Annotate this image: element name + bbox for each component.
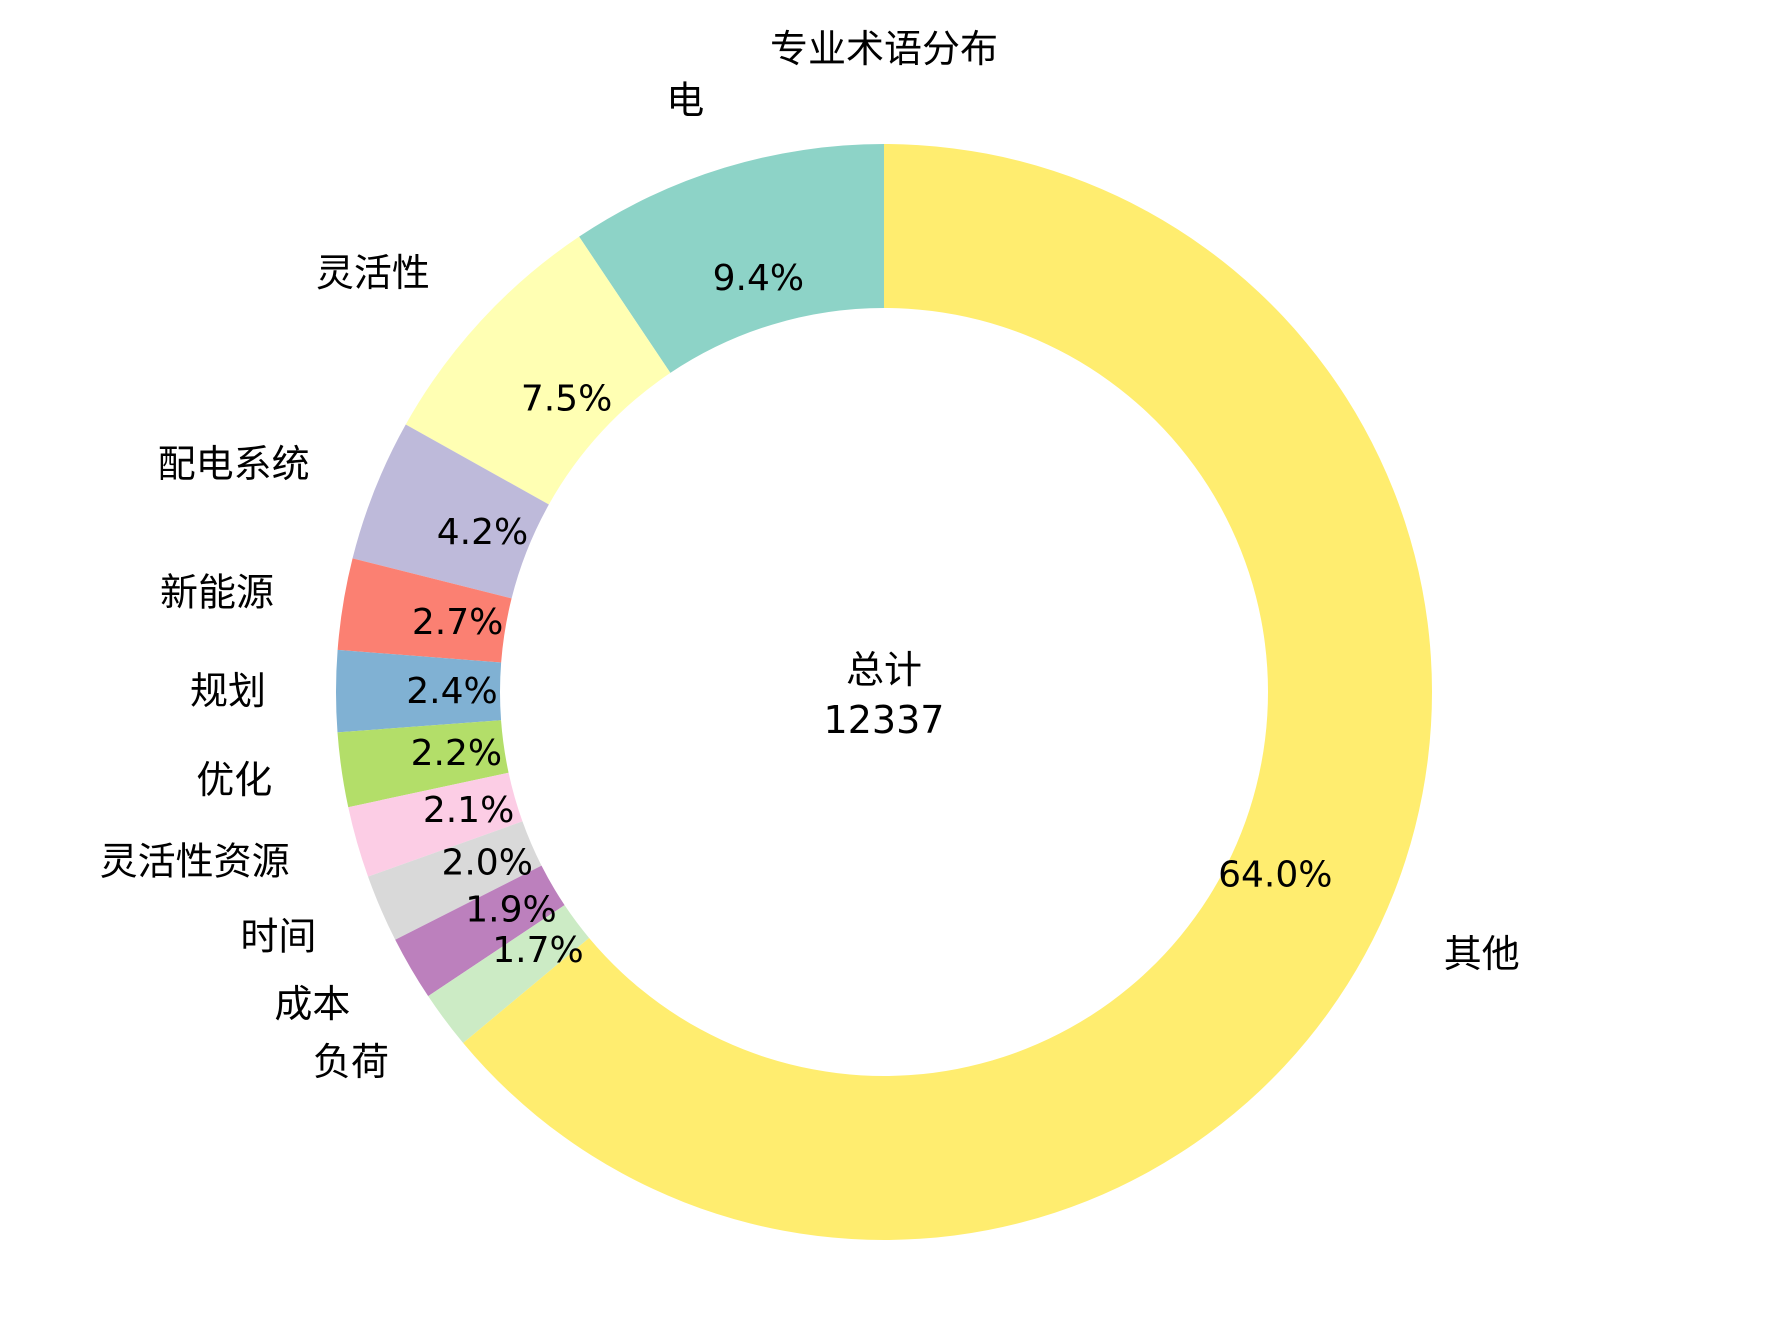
- category-label-8: 成本: [274, 982, 350, 1026]
- center-label: 总计: [846, 648, 922, 692]
- percent-label-4: 2.4%: [406, 671, 497, 712]
- slice-4: [336, 649, 502, 733]
- percent-label-2: 4.2%: [437, 512, 528, 553]
- slice-1: [405, 236, 671, 505]
- percent-label-8: 1.9%: [465, 889, 556, 930]
- percent-label-5: 2.2%: [411, 733, 502, 774]
- category-label-7: 时间: [240, 914, 316, 958]
- slice-5: [337, 720, 509, 808]
- category-label-1: 灵活性: [316, 251, 430, 295]
- slice-9: [428, 905, 590, 1044]
- category-label-10: 其他: [1444, 932, 1520, 976]
- category-label-2: 配电系统: [158, 442, 310, 486]
- chart-title: 专业术语分布: [770, 27, 998, 71]
- percent-label-6: 2.1%: [423, 790, 514, 831]
- slice-10: [463, 144, 1433, 1241]
- category-label-9: 负荷: [313, 1040, 389, 1084]
- category-label-0: 电: [666, 79, 704, 123]
- slice-3: [337, 558, 512, 663]
- donut-slices: [336, 144, 1433, 1241]
- percent-label-0: 9.4%: [713, 258, 804, 299]
- slice-8: [395, 865, 565, 997]
- center-value: 12337: [824, 698, 945, 742]
- category-label-3: 新能源: [160, 571, 274, 615]
- slice-0: [579, 144, 884, 373]
- percent-label-10: 64.0%: [1218, 855, 1332, 896]
- percent-label-7: 2.0%: [441, 842, 532, 883]
- slice-2: [352, 424, 549, 599]
- percent-label-1: 7.5%: [521, 378, 612, 419]
- slice-6: [348, 772, 523, 877]
- percent-label-9: 1.7%: [492, 930, 583, 971]
- category-label-5: 优化: [196, 758, 272, 802]
- percent-label-3: 2.7%: [412, 602, 503, 643]
- category-label-4: 规划: [190, 669, 266, 713]
- category-label-6: 灵活性资源: [100, 839, 290, 883]
- percent-labels: 9.4% 7.5% 4.2% 2.7% 2.4% 2.2% 2.1% 2.0% 1.9%1.7%…: [406, 258, 1332, 971]
- slice-7: [368, 821, 542, 940]
